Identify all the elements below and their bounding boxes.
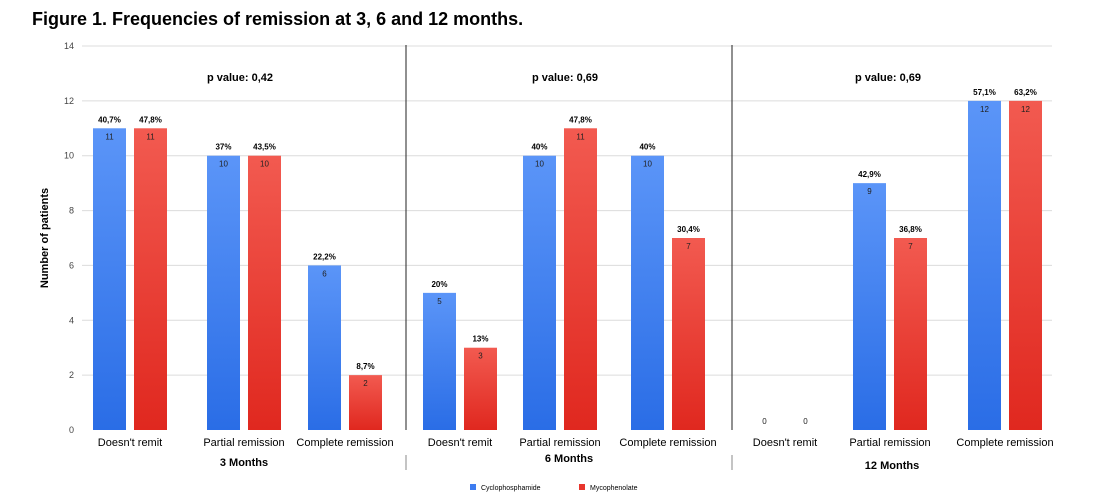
bar-percent-label: 37% xyxy=(215,143,231,152)
bar-count-label: 11 xyxy=(146,132,155,141)
group-label: 3 Months xyxy=(220,457,268,469)
category-label: Partial remission xyxy=(849,437,930,449)
bar-percent-label: 43,5% xyxy=(253,143,276,152)
bar-count-label: 9 xyxy=(867,187,872,196)
bar-count-label: 12 xyxy=(1021,105,1030,114)
bar-percent-label: 63,2% xyxy=(1014,88,1037,97)
category-label: Complete remission xyxy=(619,437,716,449)
category-label: Doesn't remit xyxy=(428,437,492,449)
p-value-label: p value: 0,69 xyxy=(532,72,598,84)
bar-cyclophosphamide xyxy=(423,292,456,430)
bar-percent-label: 40,7% xyxy=(98,115,121,124)
bar-mycophenolate xyxy=(248,155,281,430)
bar-count-label: 10 xyxy=(219,160,228,169)
bar-cyclophosphamide xyxy=(523,155,556,430)
bar-cyclophosphamide xyxy=(93,128,126,431)
bar-count-label: 2 xyxy=(363,379,368,388)
bar-percent-label: 47,8% xyxy=(569,115,592,124)
figure-title: Figure 1. Frequencies of remission at 3,… xyxy=(32,9,524,29)
p-value-label: p value: 0,42 xyxy=(207,72,273,84)
legend-swatch xyxy=(470,484,476,490)
y-tick-label: 12 xyxy=(64,96,74,106)
bar-count-label: 11 xyxy=(576,132,585,141)
bar-count-label: 0 xyxy=(762,417,767,426)
bar-count-label: 10 xyxy=(260,160,269,169)
category-label: Doesn't remit xyxy=(753,437,817,449)
bar-percent-label: 57,1% xyxy=(973,88,996,97)
category-label: Partial remission xyxy=(519,437,600,449)
bar-count-label: 10 xyxy=(643,160,652,169)
y-tick-label: 4 xyxy=(69,315,74,325)
category-label: Doesn't remit xyxy=(98,437,162,449)
bar-mycophenolate xyxy=(894,238,927,430)
bar-percent-label: 20% xyxy=(431,280,447,289)
bar-cyclophosphamide xyxy=(631,155,664,430)
bar-cyclophosphamide xyxy=(853,183,886,430)
p-value-label: p value: 0,69 xyxy=(855,72,921,84)
y-tick-label: 0 xyxy=(69,425,74,435)
y-axis-label: Number of patients xyxy=(39,188,51,288)
bar-count-label: 7 xyxy=(908,242,913,251)
bar-count-label: 12 xyxy=(980,105,989,114)
y-tick-label: 10 xyxy=(64,151,74,161)
bar-percent-label: 8,7% xyxy=(356,362,374,371)
category-label: Partial remission xyxy=(203,437,284,449)
bar-percent-label: 30,4% xyxy=(677,225,700,234)
bar-percent-label: 47,8% xyxy=(139,115,162,124)
bar-count-label: 5 xyxy=(437,297,442,306)
bar-count-label: 0 xyxy=(803,417,808,426)
bar-mycophenolate xyxy=(564,128,597,431)
bar-mycophenolate xyxy=(349,375,382,430)
bar-percent-label: 40% xyxy=(639,143,655,152)
category-label: Complete remission xyxy=(956,437,1053,449)
legend-swatch xyxy=(579,484,585,490)
bar-cyclophosphamide xyxy=(207,155,240,430)
bar-percent-label: 40% xyxy=(531,143,547,152)
legend-entry: Mycophenolate xyxy=(590,485,638,492)
bar-cyclophosphamide xyxy=(308,265,341,430)
bar-count-label: 7 xyxy=(686,242,691,251)
bar-percent-label: 22,2% xyxy=(313,252,336,261)
category-label: Complete remission xyxy=(296,437,393,449)
y-tick-label: 6 xyxy=(69,260,74,270)
bar-mycophenolate xyxy=(672,238,705,430)
y-tick-label: 2 xyxy=(69,370,74,380)
bar-count-label: 10 xyxy=(535,160,544,169)
y-tick-label: 8 xyxy=(69,206,74,216)
y-tick-label: 14 xyxy=(64,41,74,51)
bar-mycophenolate xyxy=(1009,100,1042,430)
bar-cyclophosphamide xyxy=(968,100,1001,430)
group-label: 6 Months xyxy=(545,453,593,465)
bar-mycophenolate xyxy=(134,128,167,431)
bar-percent-label: 13% xyxy=(472,335,488,344)
bar-percent-label: 42,9% xyxy=(858,170,881,179)
bar-count-label: 6 xyxy=(322,269,327,278)
legend-entry: Cyclophosphamide xyxy=(481,485,541,492)
group-label: 12 Months xyxy=(865,460,919,472)
bar-mycophenolate xyxy=(464,347,497,430)
bar-percent-label: 36,8% xyxy=(899,225,922,234)
bar-count-label: 11 xyxy=(105,132,114,141)
bar-count-label: 3 xyxy=(478,352,483,361)
